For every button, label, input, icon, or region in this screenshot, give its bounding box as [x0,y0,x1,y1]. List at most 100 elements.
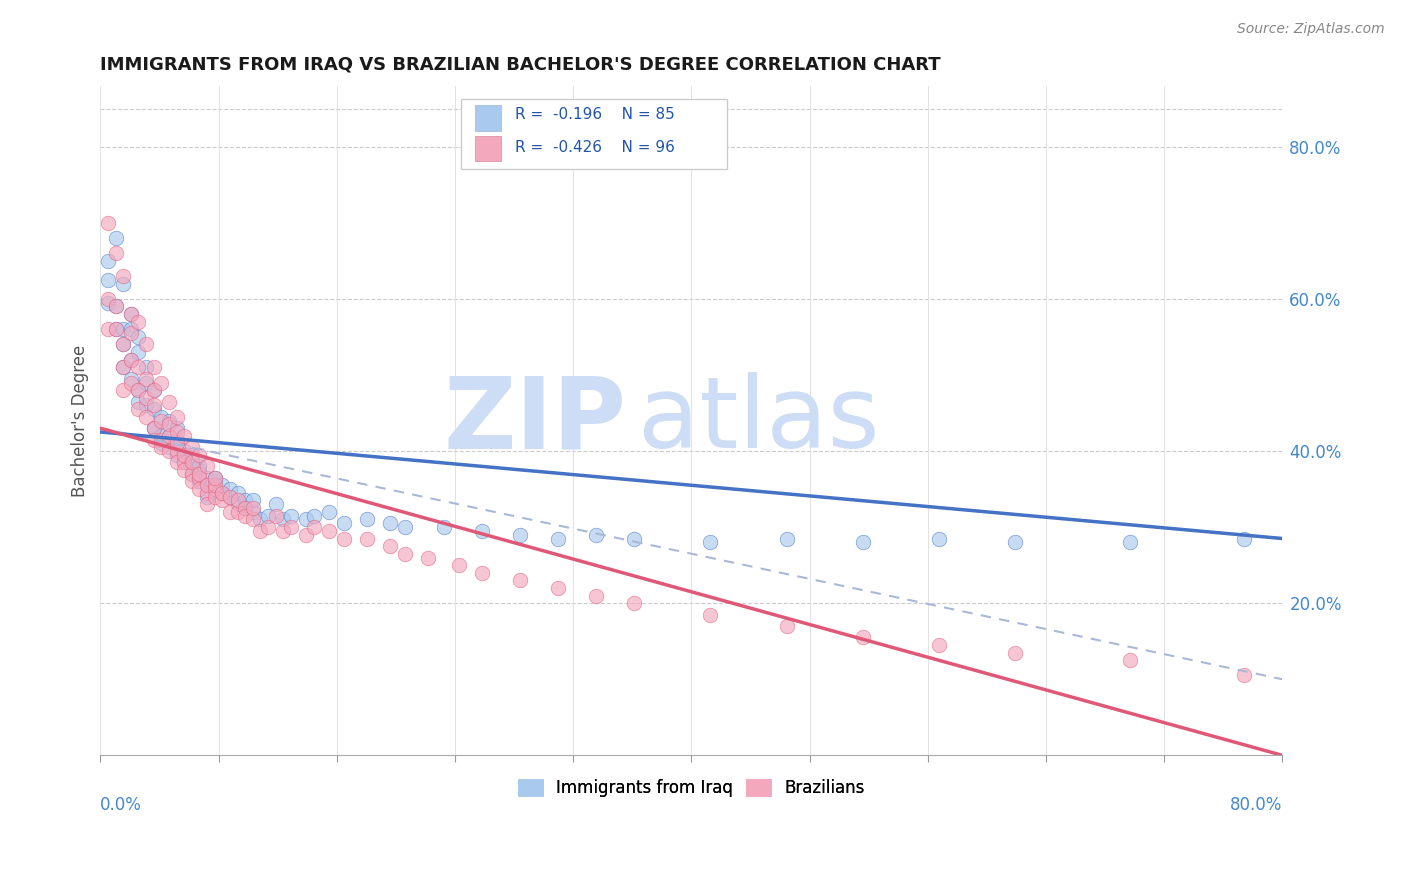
Point [135,391,157,405]
Point [97,295,120,310]
Point [120,326,142,340]
Point [142,383,165,397]
Point [547,532,569,546]
Point [104,322,127,336]
Point [97,253,120,268]
Point [173,463,195,477]
Point [112,268,135,283]
Point [471,524,494,538]
Point [97,273,120,287]
Point [233,501,256,516]
Point [418,550,440,565]
Point [166,448,188,462]
Point [112,337,135,351]
Point [211,486,233,500]
Point [257,508,280,523]
Point [180,475,202,489]
Point [295,512,318,526]
Point [447,558,470,573]
Point [509,574,531,588]
Point [204,470,226,484]
Point [166,421,188,435]
Point [242,501,264,516]
Point [195,470,218,484]
Point [173,448,195,462]
Point [135,337,157,351]
Point [219,505,242,519]
Point [173,448,195,462]
Point [166,433,188,447]
Point [157,414,180,428]
Point [104,231,127,245]
Point [166,425,188,439]
Point [150,436,173,450]
Point [394,547,416,561]
Point [97,292,120,306]
Point [699,535,721,549]
Point [394,520,416,534]
Point [623,532,645,546]
Point [150,376,173,390]
Point [852,631,875,645]
Point [150,414,173,428]
Point [188,459,211,474]
Point [157,444,180,458]
Point [1119,535,1142,549]
Point [142,421,165,435]
FancyBboxPatch shape [475,136,501,161]
Point [509,527,531,541]
Point [142,402,165,417]
Point [180,448,202,462]
Point [264,508,287,523]
Point [211,493,233,508]
Point [142,398,165,412]
Point [135,360,157,375]
Point [776,619,799,633]
Point [1004,535,1026,549]
Point [204,475,226,489]
Point [120,307,142,321]
Point [204,482,226,496]
Point [180,459,202,474]
Point [157,394,180,409]
Point [112,383,135,397]
Point [195,497,218,511]
Point [173,455,195,469]
Point [204,478,226,492]
Point [195,490,218,504]
Point [233,493,256,508]
Point [302,520,325,534]
Text: IMMIGRANTS FROM IRAQ VS BRAZILIAN BACHELOR'S DEGREE CORRELATION CHART: IMMIGRANTS FROM IRAQ VS BRAZILIAN BACHEL… [100,55,941,73]
Point [356,532,378,546]
Point [127,330,149,344]
Point [97,216,120,230]
Point [204,470,226,484]
Text: R =  -0.196    N = 85: R = -0.196 N = 85 [515,107,675,122]
Point [226,486,249,500]
Point [233,501,256,516]
Text: ZIP: ZIP [443,372,626,469]
Point [142,433,165,447]
Point [226,493,249,508]
Point [188,467,211,481]
Legend: Immigrants from Iraq, Brazilians: Immigrants from Iraq, Brazilians [510,772,872,804]
Point [219,482,242,496]
Point [157,429,180,443]
Point [195,486,218,500]
Text: atlas: atlas [638,372,880,469]
Point [1004,646,1026,660]
Point [280,508,302,523]
Point [776,532,799,546]
Point [195,459,218,474]
Point [928,532,950,546]
Point [173,455,195,469]
Y-axis label: Bachelor's Degree: Bachelor's Degree [72,344,89,497]
Point [166,436,188,450]
Point [188,448,211,462]
FancyBboxPatch shape [475,105,501,130]
Point [302,508,325,523]
Point [166,409,188,424]
Point [333,516,356,531]
Point [127,383,149,397]
Point [127,315,149,329]
